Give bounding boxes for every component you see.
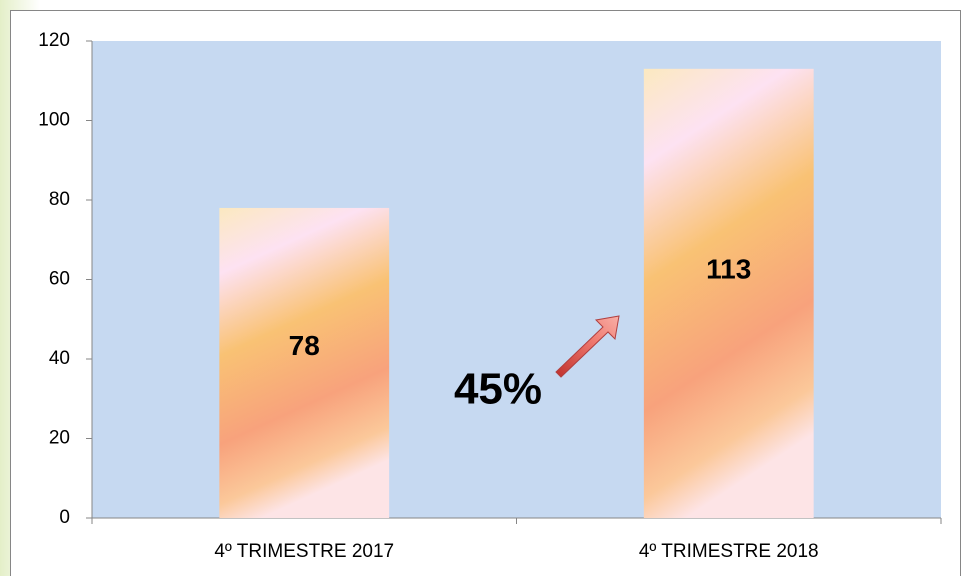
y-tick-label: 0 [59, 507, 70, 528]
y-tick-label: 60 [49, 269, 70, 290]
y-tick-label: 120 [38, 30, 70, 51]
annotation: 45% [454, 365, 542, 414]
bar [219, 207, 390, 518]
y-tick-label: 40 [49, 348, 70, 369]
x-tick-label: 4º TRIMESTRE 2018 [639, 541, 819, 562]
data-label: 78 [289, 330, 320, 361]
x-tick-label: 4º TRIMESTRE 2017 [214, 541, 394, 562]
data-label: 113 [706, 253, 751, 284]
y-tick-label: 100 [38, 110, 70, 131]
y-tick-label: 20 [49, 428, 70, 449]
bar [643, 68, 814, 518]
increase-arrow [555, 315, 620, 378]
y-tick-label: 80 [49, 189, 70, 210]
